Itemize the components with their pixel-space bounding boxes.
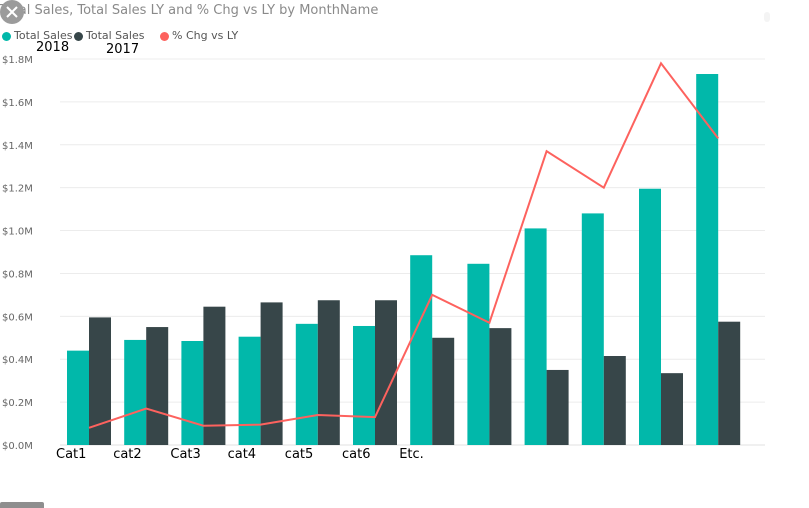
bar-total-sales: [524, 228, 547, 445]
bar-total-sales-ly: [546, 369, 569, 445]
bar-total-sales: [238, 336, 261, 445]
y-tick-label: $1.8M: [2, 55, 33, 66]
legend-swatch-pct-chg: [160, 32, 169, 41]
y-tick-label: $0.6M: [2, 312, 33, 323]
close-x-icon: [6, 6, 18, 18]
bar-total-sales-ly: [661, 373, 683, 445]
legend-annotation-2018: 2018: [36, 40, 70, 55]
legend-label-pct-chg: % Chg vs LY: [172, 29, 239, 42]
pct-chg-line: [88, 61, 719, 429]
legend-label-total-sales: Total Sales: [14, 29, 73, 42]
bar-total-sales: [467, 263, 490, 445]
bar-total-sales: [181, 340, 204, 445]
bar-total-sales-ly: [432, 337, 455, 445]
bars: [67, 74, 741, 445]
legend-annotation-2017: 2017: [106, 42, 140, 57]
close-button[interactable]: [0, 0, 24, 24]
x-tick-label: Cat1: [56, 447, 86, 462]
horizontal-scrollbar[interactable]: [0, 502, 44, 508]
y-tick-label: $0.0M: [2, 441, 33, 452]
y-tick-label: $1.6M: [2, 98, 33, 109]
bar-total-sales-ly: [317, 300, 340, 445]
y-tick-label: $0.2M: [2, 398, 33, 409]
x-tick-label: Cat3: [170, 447, 200, 462]
y-tick-label: $0.8M: [2, 269, 33, 280]
bar-total-sales: [410, 255, 433, 445]
y-tick-label: $1.4M: [2, 141, 33, 152]
bar-total-sales: [353, 325, 375, 445]
y-tick-label: $1.0M: [2, 227, 33, 238]
scroll-indicator: [764, 12, 770, 22]
chart-title: Total Sales, Total Sales LY and % Chg vs…: [0, 3, 379, 18]
x-tick-label: cat4: [228, 447, 256, 462]
bar-total-sales: [639, 188, 661, 445]
x-tick-label: cat2: [113, 447, 141, 462]
bar-total-sales-ly: [260, 302, 283, 445]
y-tick-label: $0.4M: [2, 355, 33, 366]
x-tick-label: Etc.: [399, 447, 424, 462]
bar-total-sales: [696, 74, 719, 445]
x-tick-label: cat5: [285, 447, 313, 462]
y-axis: $0.0M $0.2M $0.4M $0.6M $0.8M $1.0M $1.2M $1.4M…: [2, 55, 33, 452]
bar-total-sales-ly: [375, 300, 397, 445]
line-pct-chg: [88, 61, 719, 429]
bar-total-sales-ly: [603, 356, 626, 445]
bar-total-sales-ly: [489, 328, 512, 445]
y-tick-label: $1.2M: [2, 184, 33, 195]
bar-total-sales-ly: [718, 321, 741, 445]
bar-total-sales: [67, 350, 89, 445]
bar-total-sales: [124, 339, 147, 445]
bar-total-sales-ly: [89, 317, 111, 445]
legend-label-total-sales-ly: Total Sales: [86, 29, 145, 42]
x-tick-label: cat6: [342, 447, 370, 462]
legend-swatch-total-sales: [2, 32, 11, 41]
bar-total-sales: [295, 323, 318, 445]
legend-swatch-total-sales-ly: [74, 32, 83, 41]
bar-total-sales-ly: [203, 306, 226, 445]
bar-total-sales-ly: [146, 327, 169, 445]
x-axis: Cat1 cat2 Cat3 cat4 cat5 cat6 Etc.: [56, 447, 424, 462]
bar-total-sales: [581, 213, 604, 445]
